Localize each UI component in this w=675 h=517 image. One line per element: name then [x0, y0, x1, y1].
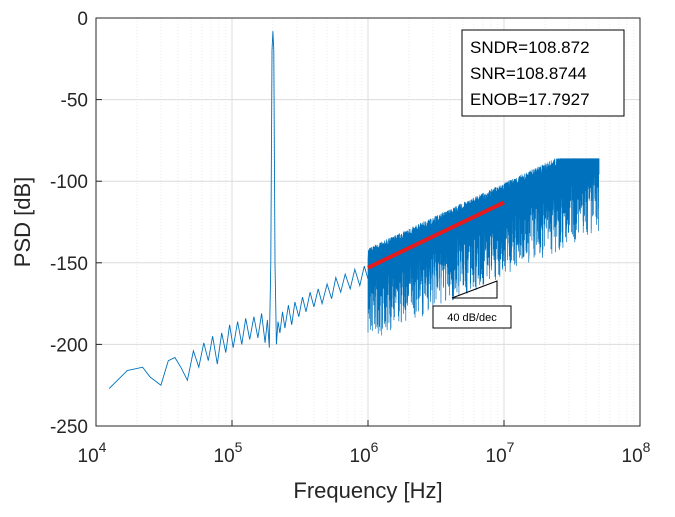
- y-tick-label: -100: [50, 172, 88, 193]
- metrics-box: SNDR=108.872 SNR=108.8744 ENOB=17.7927: [461, 29, 625, 117]
- enob-label: ENOB=17.7927: [470, 90, 590, 109]
- slope-annotation: 40 dB/dec: [432, 280, 512, 329]
- slope-label: 40 dB/dec: [447, 312, 497, 324]
- y-tick-label: -200: [50, 335, 88, 356]
- fit-line: [367, 200, 505, 270]
- slope-triangle: [451, 280, 498, 299]
- x-tick-label: 104: [78, 439, 107, 467]
- y-tick-label: -150: [50, 254, 88, 275]
- psd-noise-band: [367, 158, 600, 336]
- metrics-box-frame: [461, 29, 625, 117]
- x-tick-label: 106: [350, 439, 379, 467]
- y-axis-label: PSD [dB]: [10, 177, 35, 267]
- y-tick-label: -50: [61, 91, 88, 112]
- x-axis-label: Frequency [Hz]: [293, 478, 442, 503]
- x-tick-label: 105: [214, 439, 243, 467]
- psd-line-low: [108, 31, 369, 389]
- x-tick-label: 107: [486, 439, 515, 467]
- y-tick-label: 0: [77, 9, 88, 30]
- sndr-label: SNDR=108.872: [470, 38, 590, 57]
- snr-label: SNR=108.8744: [470, 64, 587, 83]
- y-tick-label: -250: [50, 417, 88, 438]
- fit-line-group: [367, 200, 505, 270]
- x-tick-label: 108: [622, 439, 651, 467]
- slope-label-box: [432, 305, 512, 329]
- psd-trace: [108, 31, 600, 389]
